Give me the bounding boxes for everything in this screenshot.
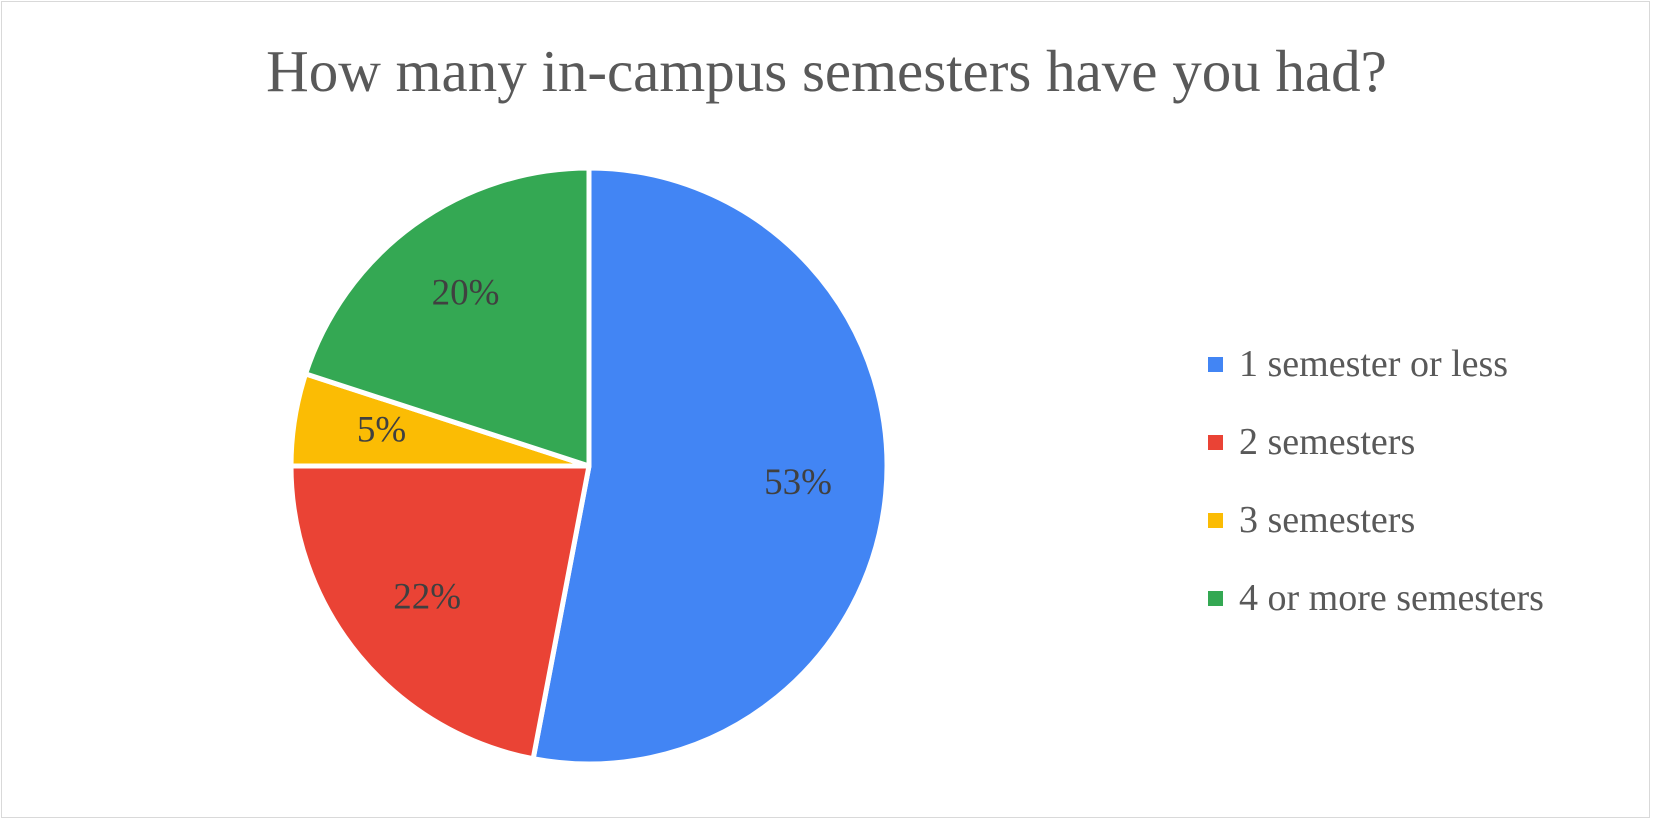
pie-slice-1 <box>530 165 890 767</box>
data-label-3: 5% <box>357 410 406 451</box>
data-label-1: 53% <box>764 462 832 503</box>
pie-slice-2 <box>288 463 592 762</box>
legend-item-3: 3 semesters <box>1208 481 1544 559</box>
legend-label-4: 4 or more semesters <box>1239 577 1544 619</box>
legend-swatch-3 <box>1208 512 1223 528</box>
legend-item-4: 4 or more semesters <box>1208 559 1544 637</box>
legend-label-1: 1 semester or less <box>1239 343 1509 385</box>
pie-slice-4 <box>303 165 592 469</box>
legend-item-1: 1 semester or less <box>1208 325 1544 403</box>
data-label-2: 22% <box>393 576 461 617</box>
legend-swatch-1 <box>1208 356 1223 372</box>
legend-label-3: 3 semesters <box>1239 499 1416 541</box>
data-label-4: 20% <box>432 273 500 314</box>
legend-swatch-2 <box>1208 434 1223 450</box>
legend-swatch-4 <box>1208 590 1223 606</box>
chart-legend: 1 semester or less 2 semesters 3 semesters… <box>1208 325 1544 637</box>
legend-item-2: 2 semesters <box>1208 403 1544 481</box>
legend-label-2: 2 semesters <box>1239 421 1416 463</box>
chart-title: How many in-campus semesters have you ha… <box>266 38 1387 104</box>
